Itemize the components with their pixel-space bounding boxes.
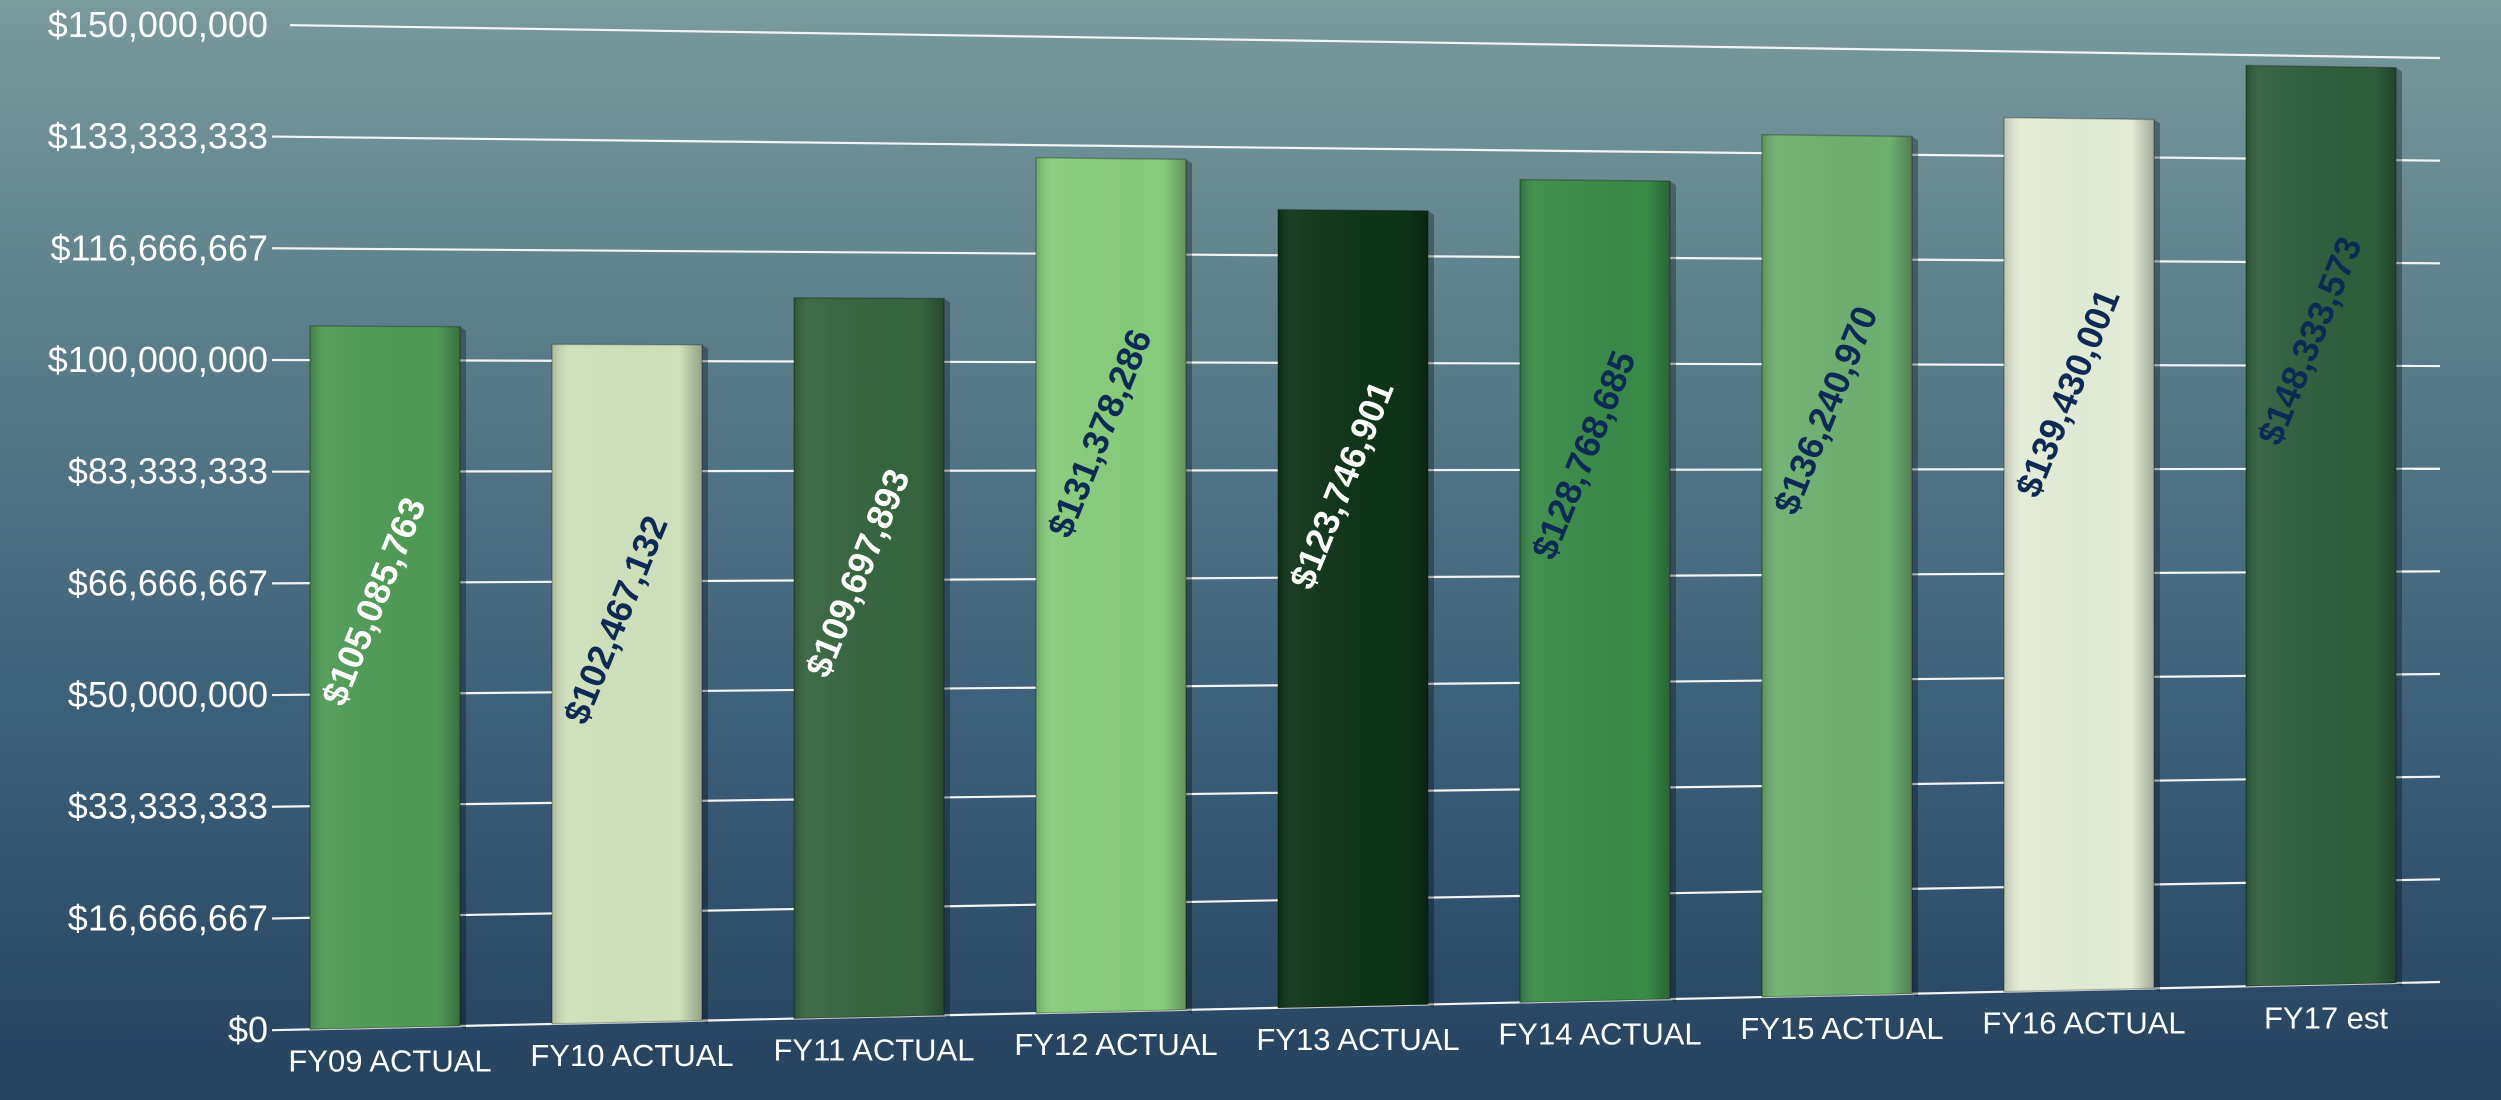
bar-shading — [310, 326, 460, 1030]
bar-shading — [794, 297, 944, 1019]
x-tick-label: FY14 ACTUAL — [1498, 1016, 1701, 1051]
y-axis: $0 $16,666,667 $33,333,333 $50,000,000 $66,6… — [48, 4, 268, 1050]
bar-shading — [1520, 179, 1670, 1003]
bar-side — [460, 326, 466, 1030]
bar-shading — [1036, 157, 1186, 1014]
x-axis: FY09 ACTUAL FY10 ACTUAL FY11 ACTUAL FY12 AC… — [288, 1000, 2388, 1078]
x-tick-label: FY11 ACTUAL — [773, 1033, 974, 1068]
bar-side — [1670, 181, 1676, 1004]
gridline — [289, 24, 2441, 60]
bar-shading — [1278, 209, 1428, 1008]
y-tick-label: $33,333,333 — [68, 786, 268, 827]
bar-side — [2154, 119, 2160, 993]
bar-side — [1912, 136, 1918, 998]
x-tick-label: FY12 ACTUAL — [1014, 1027, 1217, 1062]
y-tick-label: $100,000,000 — [48, 339, 268, 380]
bar-shading — [2004, 117, 2154, 992]
y-tick-label: $150,000,000 — [48, 4, 268, 45]
bar-shading — [2246, 65, 2396, 987]
bar-side — [1186, 159, 1192, 1014]
y-tick-label: $133,333,333 — [48, 116, 268, 157]
x-tick-label: FY09 ACTUAL — [288, 1043, 491, 1078]
bar-side — [2396, 67, 2402, 987]
y-tick-label: $116,666,667 — [50, 227, 268, 268]
y-tick-label: $50,000,000 — [68, 674, 268, 715]
y-tick-label: $0 — [228, 1009, 268, 1050]
bars: $105,085,763 $102,467,132 $109,697,893$131… — [309, 64, 2402, 1031]
y-tick-label: $66,666,667 — [68, 562, 268, 603]
y-tick-label: $83,333,333 — [68, 451, 268, 492]
x-tick-label: FY15 ACTUAL — [1740, 1011, 1943, 1046]
x-tick-label: FY17 est — [2264, 1000, 2388, 1035]
bar-shading — [1762, 134, 1912, 998]
bar-side — [702, 344, 708, 1025]
x-tick-label: FY13 ACTUAL — [1256, 1022, 1459, 1057]
bar-side — [1428, 210, 1434, 1009]
bar-side — [944, 298, 950, 1020]
bar-shading — [552, 344, 702, 1024]
y-tick-label: $16,666,667 — [68, 897, 268, 938]
x-tick-label: FY10 ACTUAL — [530, 1038, 733, 1073]
x-tick-label: FY16 ACTUAL — [1982, 1006, 2185, 1041]
